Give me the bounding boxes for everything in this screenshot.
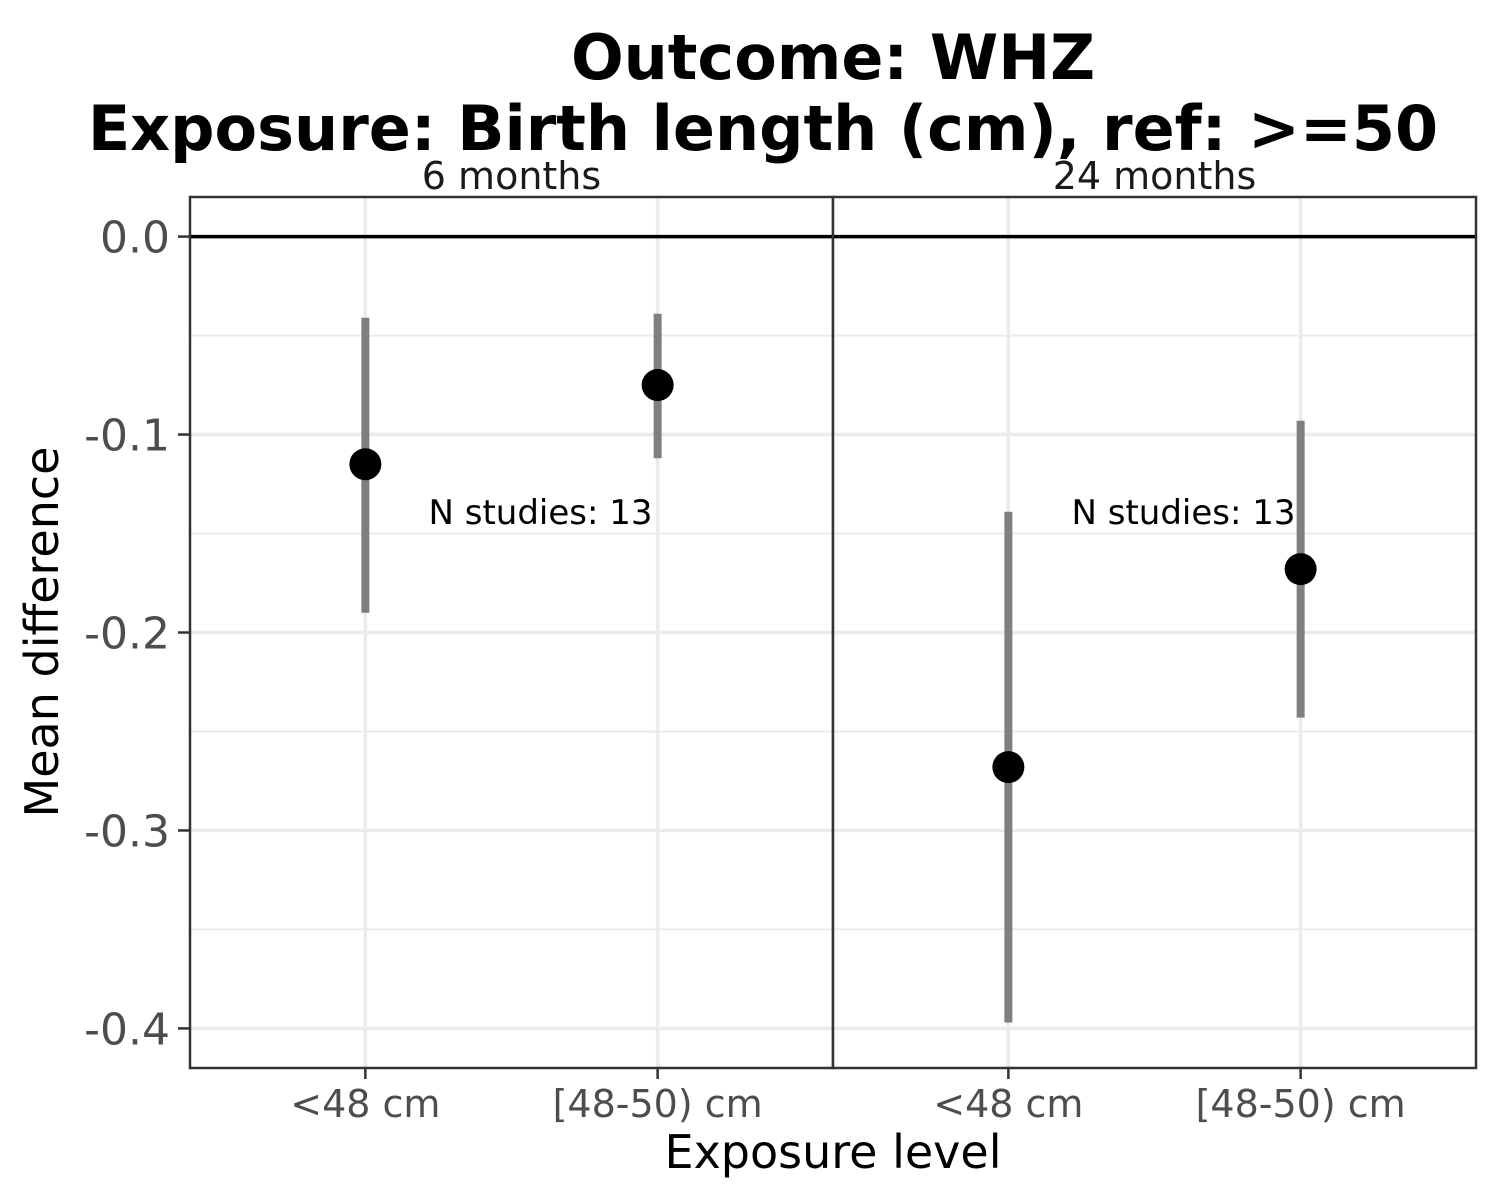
x-tick-label: [48-50) cm [1196,1082,1406,1126]
estimate-point [1284,553,1317,586]
panel-annotation: N studies: 13 [428,493,652,533]
estimate-point [992,751,1025,784]
panels: N studies: 136 months<48 cm [48-50) cmN s… [188,154,1478,1126]
panel-strip-label: 24 months [1053,154,1257,198]
y-tick-label: -0.4 [84,1004,170,1055]
panel-strip-label: 6 months [422,154,601,198]
panel-1: N studies: 13 24 months <48 cm [48-50) cm [831,154,1478,1126]
estimate-point [349,448,382,481]
chart-title-line-2: Exposure: Birth length (cm), ref: >=50 [88,92,1438,165]
panel-annotation: N studies: 13 [1071,493,1295,533]
y-tick-label: -0.3 [84,806,170,857]
y-tick-label: -0.1 [84,411,170,462]
y-axis-title: Mean difference [15,447,69,818]
y-tick-label: -0.2 [84,609,170,660]
panel-0: N studies: 13 6 months <48 cm [48-50) cm [188,154,835,1126]
x-tick-label: [48-50) cm [553,1082,763,1126]
panel-border [831,195,1478,1070]
y-axis: 0.0 -0.1 -0.2 -0.3 -0.4 [84,213,190,1055]
chart-title-line-1: Outcome: WHZ [571,21,1095,94]
estimate-point [641,369,674,402]
x-tick-label: <48 cm [290,1082,440,1126]
x-axis-title: Exposure level [665,1125,1002,1179]
y-tick-label: 0.0 [100,213,170,264]
x-tick-label: <48 cm [933,1082,1083,1126]
